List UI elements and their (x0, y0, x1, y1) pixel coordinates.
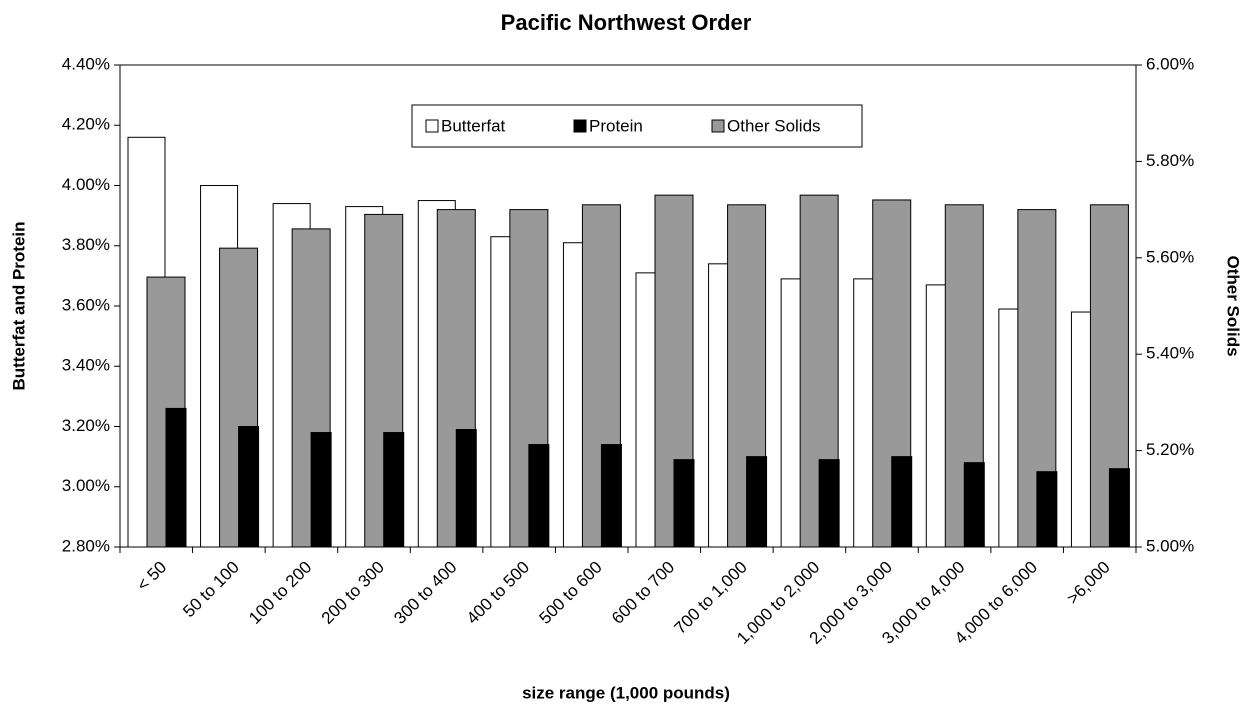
y2-tick-label: 6.00% (1146, 54, 1194, 73)
x-tick-label: 700 to 1,000 (671, 558, 751, 638)
legend-label: Butterfat (441, 116, 506, 135)
y2-tick-label: 5.80% (1146, 151, 1194, 170)
legend-box (411, 104, 863, 148)
y-tick-label: 3.40% (62, 356, 110, 375)
bar (238, 426, 260, 548)
y-tick-label: 4.00% (62, 175, 110, 194)
y2-tick-label: 5.60% (1146, 247, 1194, 266)
y2-tick-label: 5.20% (1146, 440, 1194, 459)
y-axis-title: Butterfat and Protein (9, 221, 28, 390)
x-axis-title: size range (1,000 pounds) (522, 683, 730, 702)
x-tick-label: < 50 (133, 558, 170, 595)
chart-title: Pacific Northwest Order (501, 10, 752, 35)
bar (383, 432, 405, 548)
legend-label: Other Solids (727, 116, 821, 135)
x-tick-label: 400 to 500 (463, 558, 533, 628)
bar (963, 462, 985, 548)
bar (165, 407, 187, 548)
y-tick-label: 2.80% (62, 536, 110, 555)
bar (891, 456, 913, 548)
x-tick-label: >6,000 (1063, 558, 1114, 609)
legend-swatch (425, 119, 439, 133)
y2-axis-title: Other Solids (1224, 255, 1243, 356)
bar (1108, 468, 1130, 548)
bar (818, 459, 840, 548)
y-tick-label: 4.20% (62, 115, 110, 134)
legend-label: Protein (589, 116, 643, 135)
x-tick-label: 100 to 200 (245, 558, 315, 628)
x-tick-label: 600 to 700 (608, 558, 678, 628)
legend-swatch (711, 119, 725, 133)
y-tick-label: 3.80% (62, 235, 110, 254)
bar (600, 444, 622, 548)
y-tick-label: 3.00% (62, 476, 110, 495)
legend-swatch (573, 119, 587, 133)
y-tick-label: 3.60% (62, 295, 110, 314)
bar (528, 444, 550, 548)
x-tick-label: 200 to 300 (318, 558, 388, 628)
y2-tick-label: 5.40% (1146, 344, 1194, 363)
x-tick-label: 500 to 600 (535, 558, 605, 628)
y2-tick-label: 5.00% (1146, 536, 1194, 555)
bar (1036, 471, 1058, 548)
bar (673, 459, 695, 548)
bar (310, 432, 332, 548)
x-tick-label: 300 to 400 (390, 558, 460, 628)
bar (455, 429, 477, 548)
y-tick-label: 3.20% (62, 416, 110, 435)
y-tick-label: 4.40% (62, 54, 110, 73)
bar (746, 456, 768, 548)
x-tick-label: 50 to 100 (179, 558, 243, 622)
